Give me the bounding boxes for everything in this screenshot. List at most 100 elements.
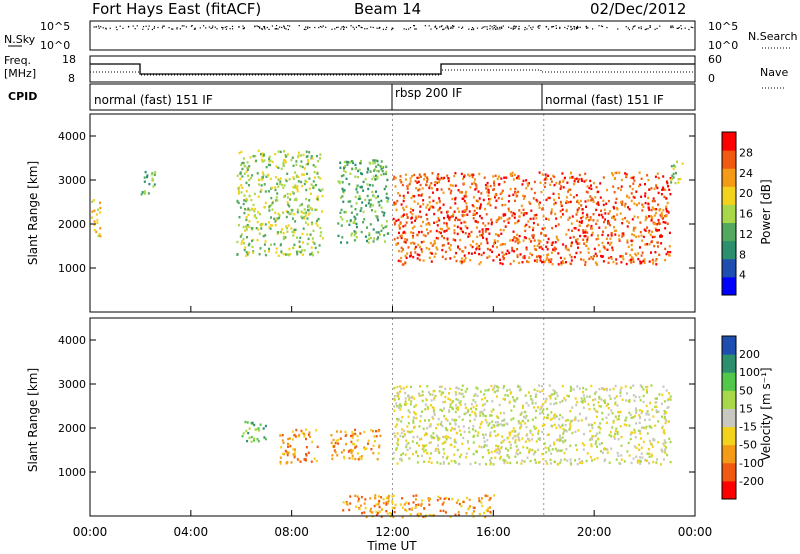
echo-cell	[419, 385, 421, 388]
echo-cell	[310, 246, 313, 249]
echo-cell	[347, 200, 350, 203]
echo-cell	[626, 194, 629, 197]
noise-dot	[631, 28, 634, 30]
echo-cell	[248, 220, 251, 223]
echo-cell	[576, 200, 578, 203]
echo-cell	[662, 442, 665, 445]
echo-cell	[296, 187, 299, 190]
echo-cell	[474, 393, 477, 396]
echo-cell	[240, 184, 243, 187]
echo-cell	[669, 177, 672, 180]
noise-dots	[93, 25, 694, 31]
echo-cell	[494, 194, 497, 197]
echo-cell	[312, 184, 315, 188]
echo-cell	[516, 453, 519, 456]
echo-cell	[541, 260, 543, 264]
noise-dot	[337, 26, 339, 28]
echo-cell	[542, 457, 545, 461]
echo-cell	[361, 201, 364, 204]
echo-cell	[316, 224, 319, 227]
echo-cell	[395, 402, 398, 405]
echo-cell	[475, 184, 478, 187]
noise-dot	[447, 27, 449, 29]
echo-cell	[598, 431, 601, 434]
echo-cell	[300, 429, 303, 433]
echo-cell	[403, 434, 406, 437]
echo-cell	[412, 236, 414, 239]
echo-cell	[247, 174, 250, 177]
echo-cell	[418, 394, 421, 397]
echo-cell	[352, 449, 355, 452]
echo-cell	[320, 231, 323, 234]
echo-cell	[487, 222, 490, 225]
echo-cell	[537, 461, 540, 464]
echo-cell	[550, 251, 553, 254]
echo-cell	[543, 226, 546, 230]
echo-cell	[340, 224, 343, 227]
echo-cell	[489, 497, 492, 500]
echo-cell	[427, 232, 430, 235]
echo-cell	[424, 175, 427, 178]
echo-cell	[480, 501, 483, 504]
echo-cell	[350, 234, 353, 237]
echo-cell	[603, 220, 605, 224]
echo-cell	[550, 452, 553, 455]
echo-cell	[399, 408, 402, 411]
echo-cell	[639, 260, 642, 263]
echo-cell	[635, 254, 638, 257]
echo-cell	[490, 450, 493, 454]
noise-dot	[586, 27, 588, 29]
echo-cell	[519, 451, 522, 455]
noise-dot	[283, 25, 285, 27]
echo-cell	[399, 405, 402, 408]
echo-cell	[262, 235, 265, 238]
echo-cell	[351, 434, 354, 437]
echo-cell	[399, 222, 402, 225]
echo-cell	[350, 450, 353, 453]
echo-cell	[506, 249, 509, 252]
echo-cell	[605, 388, 608, 392]
echo-cell	[503, 253, 505, 256]
noise-dot	[95, 26, 97, 28]
echo-cell	[526, 184, 529, 187]
noise-dot	[268, 28, 270, 30]
noise-dot	[566, 28, 568, 30]
echo-cell	[660, 448, 663, 451]
echo-cell	[630, 256, 633, 259]
echo-cell	[265, 175, 268, 178]
noise-dot	[353, 28, 355, 30]
echo-cell	[546, 462, 549, 465]
echo-cell	[554, 447, 557, 451]
echo-cell	[541, 452, 544, 456]
echo-cell	[485, 421, 488, 424]
echo-cell	[642, 400, 645, 404]
echo-cell	[664, 441, 667, 444]
echo-cell	[504, 213, 507, 217]
echo-cell	[508, 217, 511, 220]
echo-cell	[545, 258, 548, 261]
echo-cell	[407, 415, 410, 418]
echo-cell	[575, 240, 578, 244]
noise-dot	[424, 25, 426, 27]
colorbar-segment	[722, 132, 736, 151]
echo-cell	[412, 209, 415, 212]
echo-cell	[95, 230, 98, 234]
echo-cell	[563, 451, 566, 455]
echo-cell	[634, 431, 636, 434]
echo-cell	[626, 241, 629, 244]
echo-cell	[440, 211, 443, 214]
echo-cell	[478, 247, 481, 251]
noise-dot	[212, 25, 214, 27]
echo-cell	[441, 235, 443, 238]
echo-cell	[530, 209, 533, 212]
echo-cell	[353, 239, 356, 242]
echo-cell	[480, 421, 483, 424]
echo-cell	[244, 164, 246, 168]
echo-cell	[350, 448, 353, 452]
echo-cell	[539, 412, 542, 415]
echo-cell	[253, 439, 255, 442]
echo-cell	[645, 459, 648, 462]
echo-cell	[493, 384, 496, 388]
noise-dot	[471, 28, 473, 31]
echo-cell	[278, 179, 280, 182]
